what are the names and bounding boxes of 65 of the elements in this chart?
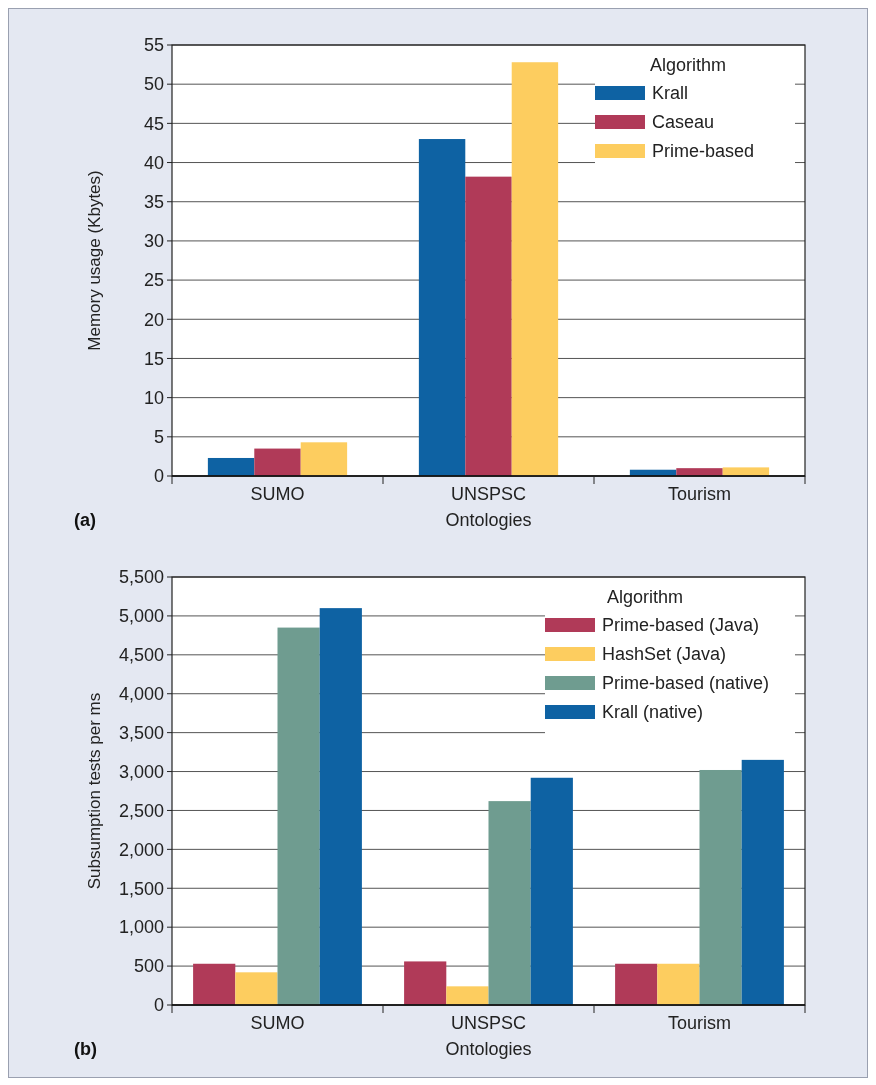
y-tick-label: 3,500	[118, 722, 164, 743]
y-tick-label: 5,500	[118, 567, 164, 588]
y-tick-label: 4,500	[118, 645, 164, 666]
y-tick-label: 2,500	[118, 800, 164, 821]
legend-label: Krall (native)	[602, 702, 704, 722]
x-tick-label: Tourism	[667, 1013, 732, 1033]
legend-label: Prime-based	[652, 141, 755, 161]
bar	[722, 467, 770, 476]
bar	[319, 608, 362, 1005]
x-tick-label: UNSPSC	[450, 484, 527, 504]
bar	[193, 963, 236, 1005]
y-tick-label: 45	[143, 113, 164, 134]
bar	[657, 963, 700, 1005]
y-tick-label: 4,000	[118, 684, 164, 705]
bar	[488, 801, 531, 1005]
y-tick-label: 5,000	[118, 606, 164, 627]
bar	[511, 62, 559, 476]
y-tick-label: 10	[143, 387, 164, 408]
y-tick-label: 25	[143, 270, 164, 291]
legend-label: Krall	[652, 83, 689, 103]
legend-label: HashSet (Java)	[602, 644, 727, 664]
bar	[699, 769, 742, 1005]
bar	[254, 448, 301, 476]
legend-label: Caseau	[652, 112, 715, 132]
bar	[741, 759, 784, 1005]
y-tick-label: 35	[143, 192, 164, 213]
bar	[277, 627, 320, 1005]
legend-title: Algorithm	[650, 55, 727, 75]
y-tick-label: 30	[143, 231, 164, 252]
legend-label: Prime-based (native)	[602, 673, 770, 693]
bar	[300, 442, 348, 476]
y-tick-label: 55	[143, 35, 164, 56]
bar	[207, 457, 255, 476]
y-tick-label: 0	[153, 995, 164, 1016]
x-axis-title: Ontologies	[445, 510, 532, 530]
legend-label: Prime-based (Java)	[602, 615, 760, 635]
y-tick-label: 15	[143, 348, 164, 369]
y-tick-label: 40	[143, 152, 164, 173]
bar	[676, 468, 723, 476]
legend-title: Algorithm	[607, 587, 684, 607]
y-tick-label: 50	[143, 74, 164, 95]
y-tick-label: 500	[133, 956, 164, 977]
text: (a)	[74, 510, 96, 530]
bar	[418, 139, 466, 476]
x-tick-label: SUMO	[250, 1013, 305, 1033]
bar	[615, 963, 658, 1005]
y-axis-title: Memory usage (Kbytes)	[85, 170, 104, 351]
x-tick-label: SUMO	[250, 484, 305, 504]
x-tick-label: Tourism	[667, 484, 732, 504]
y-tick-label: 3,000	[118, 761, 164, 782]
x-axis-title: Ontologies	[445, 1039, 532, 1059]
y-tick-label: 0	[153, 466, 164, 487]
y-tick-label: 2,000	[118, 839, 164, 860]
bar	[404, 961, 447, 1005]
y-axis-title: Subsumption tests per ms	[85, 692, 104, 890]
y-tick-label: 20	[143, 309, 164, 330]
x-tick-label: UNSPSC	[450, 1013, 527, 1033]
bar	[530, 777, 573, 1005]
y-tick-label: 1,000	[118, 917, 164, 938]
y-tick-label: 5	[153, 427, 164, 448]
y-tick-label: 1,500	[118, 878, 164, 899]
bar	[446, 986, 489, 1005]
bar	[465, 176, 512, 476]
text: (b)	[74, 1039, 97, 1059]
bar	[235, 972, 278, 1005]
